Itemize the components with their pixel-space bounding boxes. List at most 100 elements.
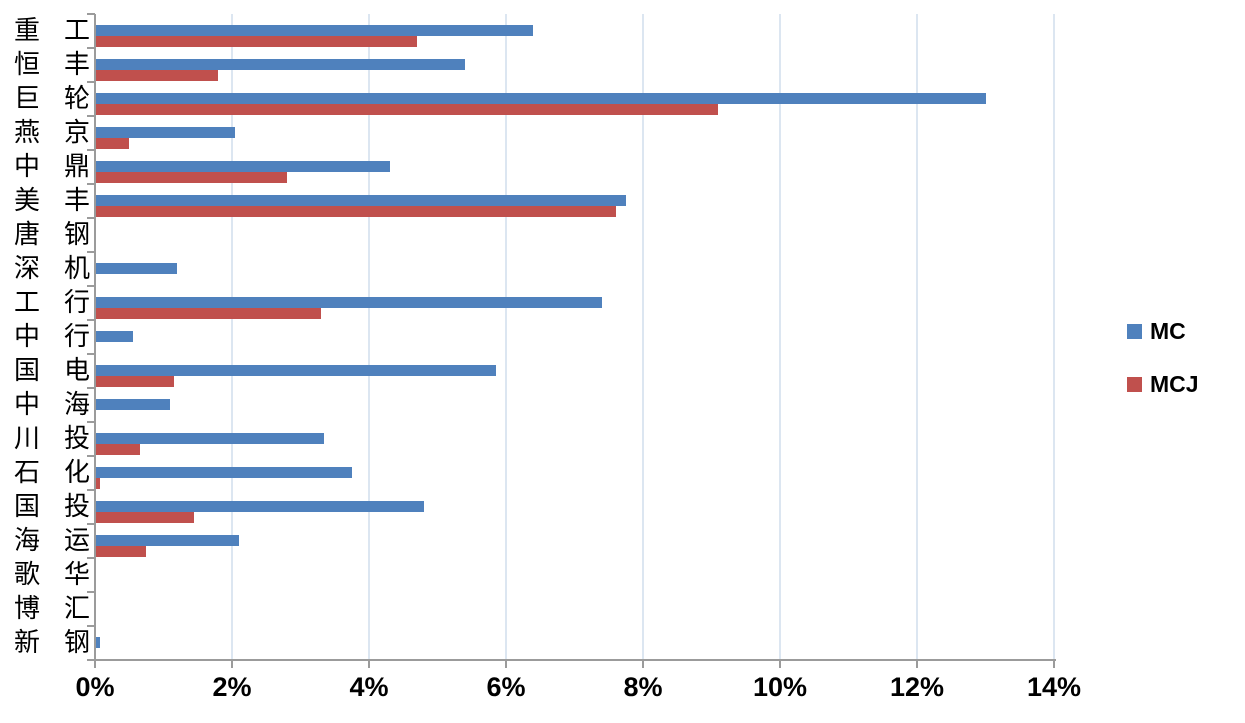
- category-label-10: 中行: [14, 320, 90, 354]
- category-label-char: 钢: [63, 220, 90, 250]
- gridline-10: [779, 14, 781, 660]
- category-label-char: 歌: [14, 560, 41, 590]
- bar-mc-12: [95, 399, 171, 410]
- category-label-char: 钢: [63, 628, 90, 658]
- category-label-char: 唐: [14, 220, 41, 250]
- gridline-12: [916, 14, 918, 660]
- y-axis-tick: [87, 115, 95, 117]
- category-label-char: 中: [14, 390, 41, 420]
- y-axis-tick: [87, 387, 95, 389]
- x-axis-label-2pct: 2%: [212, 672, 252, 702]
- category-label-char: 工: [63, 16, 90, 46]
- category-label-char: 丰: [63, 186, 90, 216]
- category-label-char: 鼎: [63, 152, 90, 182]
- legend-item-mc: MC: [1127, 318, 1199, 345]
- category-label-9: 工行: [14, 286, 90, 320]
- y-axis-tick: [87, 149, 95, 151]
- legend-label-mcj: MCJ: [1150, 371, 1199, 397]
- x-axis-label-14pct: 14%: [1026, 672, 1082, 702]
- category-row-18: [95, 592, 1054, 626]
- y-axis-tick: [87, 81, 95, 83]
- category-label-19: 新钢: [14, 626, 90, 660]
- category-label-char: 化: [63, 458, 90, 488]
- bar-mcj-5: [95, 172, 287, 183]
- gridline-2: [231, 14, 233, 660]
- gridline-6: [505, 14, 507, 660]
- bar-mcj-13: [95, 444, 140, 455]
- category-row-15: [95, 490, 1054, 524]
- bar-mc-2: [95, 59, 465, 70]
- category-label-4: 燕京: [14, 116, 90, 150]
- category-row-13: [95, 422, 1054, 456]
- gridline-4: [368, 14, 370, 660]
- category-label-6: 美丰: [14, 184, 90, 218]
- category-row-9: [95, 286, 1054, 320]
- category-label-char: 海: [14, 526, 41, 556]
- category-row-16: [95, 524, 1054, 558]
- x-axis-label-8pct: 8%: [623, 672, 663, 702]
- bar-mcj-15: [95, 512, 195, 523]
- y-axis-tick: [87, 625, 95, 627]
- category-label-char: 中: [14, 152, 41, 182]
- category-row-5: [95, 150, 1054, 184]
- bar-mcj-4: [95, 138, 130, 149]
- category-label-5: 中鼎: [14, 150, 90, 184]
- bar-mcj-6: [95, 206, 616, 217]
- category-label-3: 巨轮: [14, 82, 90, 116]
- category-label-char: 石: [14, 458, 41, 488]
- category-label-14: 石化: [14, 456, 90, 490]
- bar-mc-14: [95, 467, 352, 478]
- category-row-2: [95, 48, 1054, 82]
- category-label-8: 深机: [14, 252, 90, 286]
- category-label-char: 巨: [14, 84, 41, 114]
- category-label-2: 恒丰: [14, 48, 90, 82]
- y-axis-tick: [87, 47, 95, 49]
- x-axis-label-12pct: 12%: [889, 672, 945, 702]
- category-label-char: 汇: [63, 594, 90, 624]
- y-axis-tick: [87, 421, 95, 423]
- bar-mcj-2: [95, 70, 219, 81]
- category-label-char: 机: [63, 254, 90, 284]
- bar-mcj-14: [95, 478, 100, 489]
- y-axis-tick: [87, 183, 95, 185]
- category-label-char: 中: [14, 322, 41, 352]
- y-axis-line: [94, 14, 96, 661]
- category-label-char: 重: [14, 16, 41, 46]
- category-row-11: [95, 354, 1054, 388]
- legend-item-mcj: MCJ: [1127, 371, 1199, 398]
- category-label-char: 新: [14, 628, 41, 658]
- category-label-char: 轮: [63, 84, 90, 114]
- bar-mc-5: [95, 161, 390, 172]
- category-row-1: [95, 14, 1054, 48]
- gridline-14: [1053, 14, 1055, 660]
- x-axis-label-4pct: 4%: [349, 672, 389, 702]
- y-axis-tick: [87, 319, 95, 321]
- bar-mc-16: [95, 535, 239, 546]
- bar-mcj-3: [95, 104, 719, 115]
- bar-mc-1: [95, 25, 534, 36]
- x-axis-tick: [231, 660, 233, 668]
- y-axis-tick: [87, 523, 95, 525]
- x-axis-label-6pct: 6%: [486, 672, 526, 702]
- x-axis-tick: [94, 660, 96, 668]
- category-row-17: [95, 558, 1054, 592]
- bar-mcj-11: [95, 376, 174, 387]
- x-axis-tick: [916, 660, 918, 668]
- category-row-3: [95, 82, 1054, 116]
- y-axis-tick: [87, 591, 95, 593]
- bar-mcj-16: [95, 546, 147, 557]
- category-row-7: [95, 218, 1054, 252]
- y-axis-tick: [87, 489, 95, 491]
- category-label-char: 深: [14, 254, 41, 284]
- gridline-8: [642, 14, 644, 660]
- bar-mc-11: [95, 365, 496, 376]
- bar-mc-4: [95, 127, 236, 138]
- bar-mc-8: [95, 263, 178, 274]
- bar-mc-6: [95, 195, 626, 206]
- x-axis-tick: [642, 660, 644, 668]
- y-axis-tick: [87, 217, 95, 219]
- x-axis-tick: [779, 660, 781, 668]
- y-axis-tick: [87, 455, 95, 457]
- y-axis-tick: [87, 557, 95, 559]
- x-axis-label-10pct: 10%: [752, 672, 808, 702]
